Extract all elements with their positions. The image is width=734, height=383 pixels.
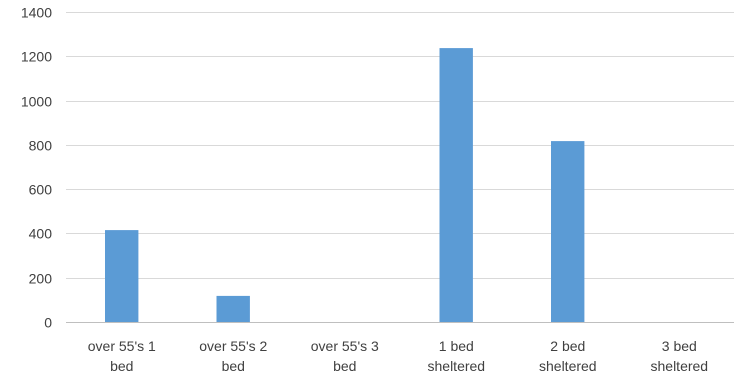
y-tick-label: 600 (29, 182, 53, 198)
y-tick-label: 1000 (21, 94, 52, 110)
x-category-label: 2 bed (550, 338, 585, 354)
x-category-label: over 55's 2 (199, 338, 267, 354)
x-category-label: 1 bed (439, 338, 474, 354)
gridlines (66, 12, 734, 279)
x-category-label: bed (222, 358, 245, 374)
y-tick-label: 1200 (21, 49, 52, 65)
x-category-label: sheltered (539, 358, 597, 374)
x-category-label: bed (110, 358, 133, 374)
x-category-label: sheltered (651, 358, 709, 374)
x-category-label: over 55's 3 (311, 338, 379, 354)
bar (216, 295, 250, 322)
x-category-label: bed (333, 358, 356, 374)
x-category-label: 3 bed (662, 338, 697, 354)
y-axis-tick-labels: 0 200 400 600 800 1000 1200 1400 (21, 5, 52, 331)
bars (105, 48, 585, 322)
y-tick-label: 800 (29, 138, 53, 154)
y-tick-label: 0 (44, 315, 52, 331)
y-tick-label: 200 (29, 271, 53, 287)
bar (105, 230, 139, 322)
x-axis-category-labels: over 55's 1 bed over 55's 2 bed over 55's 3 b… (88, 338, 708, 374)
y-tick-label: 400 (29, 226, 53, 242)
y-tick-label: 1400 (21, 5, 52, 21)
bar (439, 48, 473, 322)
x-category-label: sheltered (428, 358, 486, 374)
x-category-label: over 55's 1 (88, 338, 156, 354)
bar (551, 141, 585, 322)
